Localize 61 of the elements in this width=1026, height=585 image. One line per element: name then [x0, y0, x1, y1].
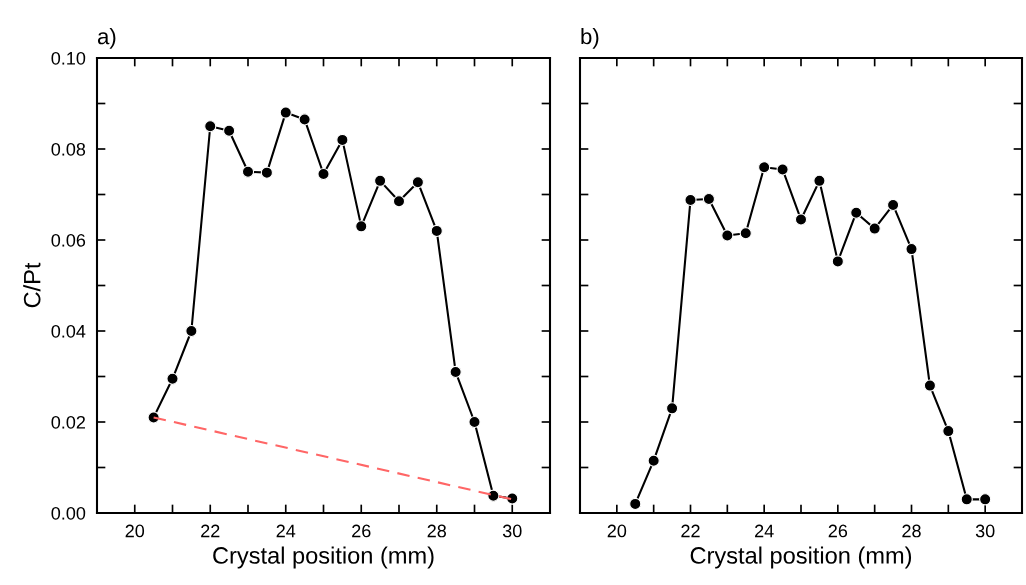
point	[166, 372, 179, 385]
point	[813, 174, 826, 187]
point	[185, 324, 198, 338]
point	[923, 379, 937, 392]
point	[279, 106, 292, 119]
point	[260, 166, 273, 179]
point	[960, 493, 973, 506]
point	[374, 174, 387, 187]
x-tick-label: 28	[427, 524, 447, 538]
y-tick-label: 0.00	[51, 506, 86, 520]
point	[411, 176, 424, 189]
point	[886, 198, 900, 212]
chart-title: b)	[581, 28, 599, 49]
x-tick-label: 24	[755, 524, 774, 538]
y-tick-label: 0.06	[51, 233, 86, 247]
point	[758, 161, 771, 174]
point	[942, 424, 955, 438]
point	[665, 402, 679, 415]
point	[487, 489, 500, 502]
x-axis-title: Crystal position (mm)	[213, 546, 434, 569]
point	[831, 255, 844, 268]
point	[905, 242, 918, 256]
point	[721, 229, 734, 242]
x-tick-label: 22	[681, 524, 700, 538]
y-axis-title: C/Pt	[23, 262, 41, 308]
point	[776, 163, 789, 176]
x-tick-label: 20	[125, 524, 145, 538]
x-tick-label: 20	[607, 524, 627, 538]
point	[739, 227, 752, 240]
point	[449, 365, 462, 379]
point	[336, 133, 349, 147]
x-tick-label: 22	[201, 524, 220, 538]
point	[647, 454, 660, 467]
chart-title: a)	[97, 28, 116, 49]
point	[204, 120, 217, 133]
point	[629, 497, 642, 511]
y-tick-label: 0.04	[51, 324, 86, 338]
x-tick-label: 30	[502, 524, 522, 538]
x-tick-label: 24	[276, 524, 296, 538]
point	[317, 167, 330, 181]
point	[850, 206, 863, 219]
point	[468, 415, 481, 429]
y-tick-label: 0.08	[51, 142, 86, 156]
point	[298, 113, 311, 126]
point	[702, 192, 716, 206]
y-tick-label: 0.02	[51, 415, 85, 429]
point	[979, 493, 992, 506]
point	[241, 165, 255, 178]
point	[430, 224, 443, 238]
x-tick-label: 26	[828, 524, 848, 538]
x-tick-label: 28	[902, 524, 921, 538]
point	[868, 222, 881, 235]
point	[223, 124, 236, 137]
point	[392, 195, 406, 208]
x-tick-label: 26	[352, 524, 371, 538]
point	[684, 193, 697, 207]
x-tick-label: 30	[975, 524, 995, 538]
x-axis-title: Crystal position (mm)	[690, 546, 912, 569]
point	[794, 213, 808, 226]
y-tick-label: 0.10	[51, 51, 86, 65]
point	[355, 220, 368, 233]
